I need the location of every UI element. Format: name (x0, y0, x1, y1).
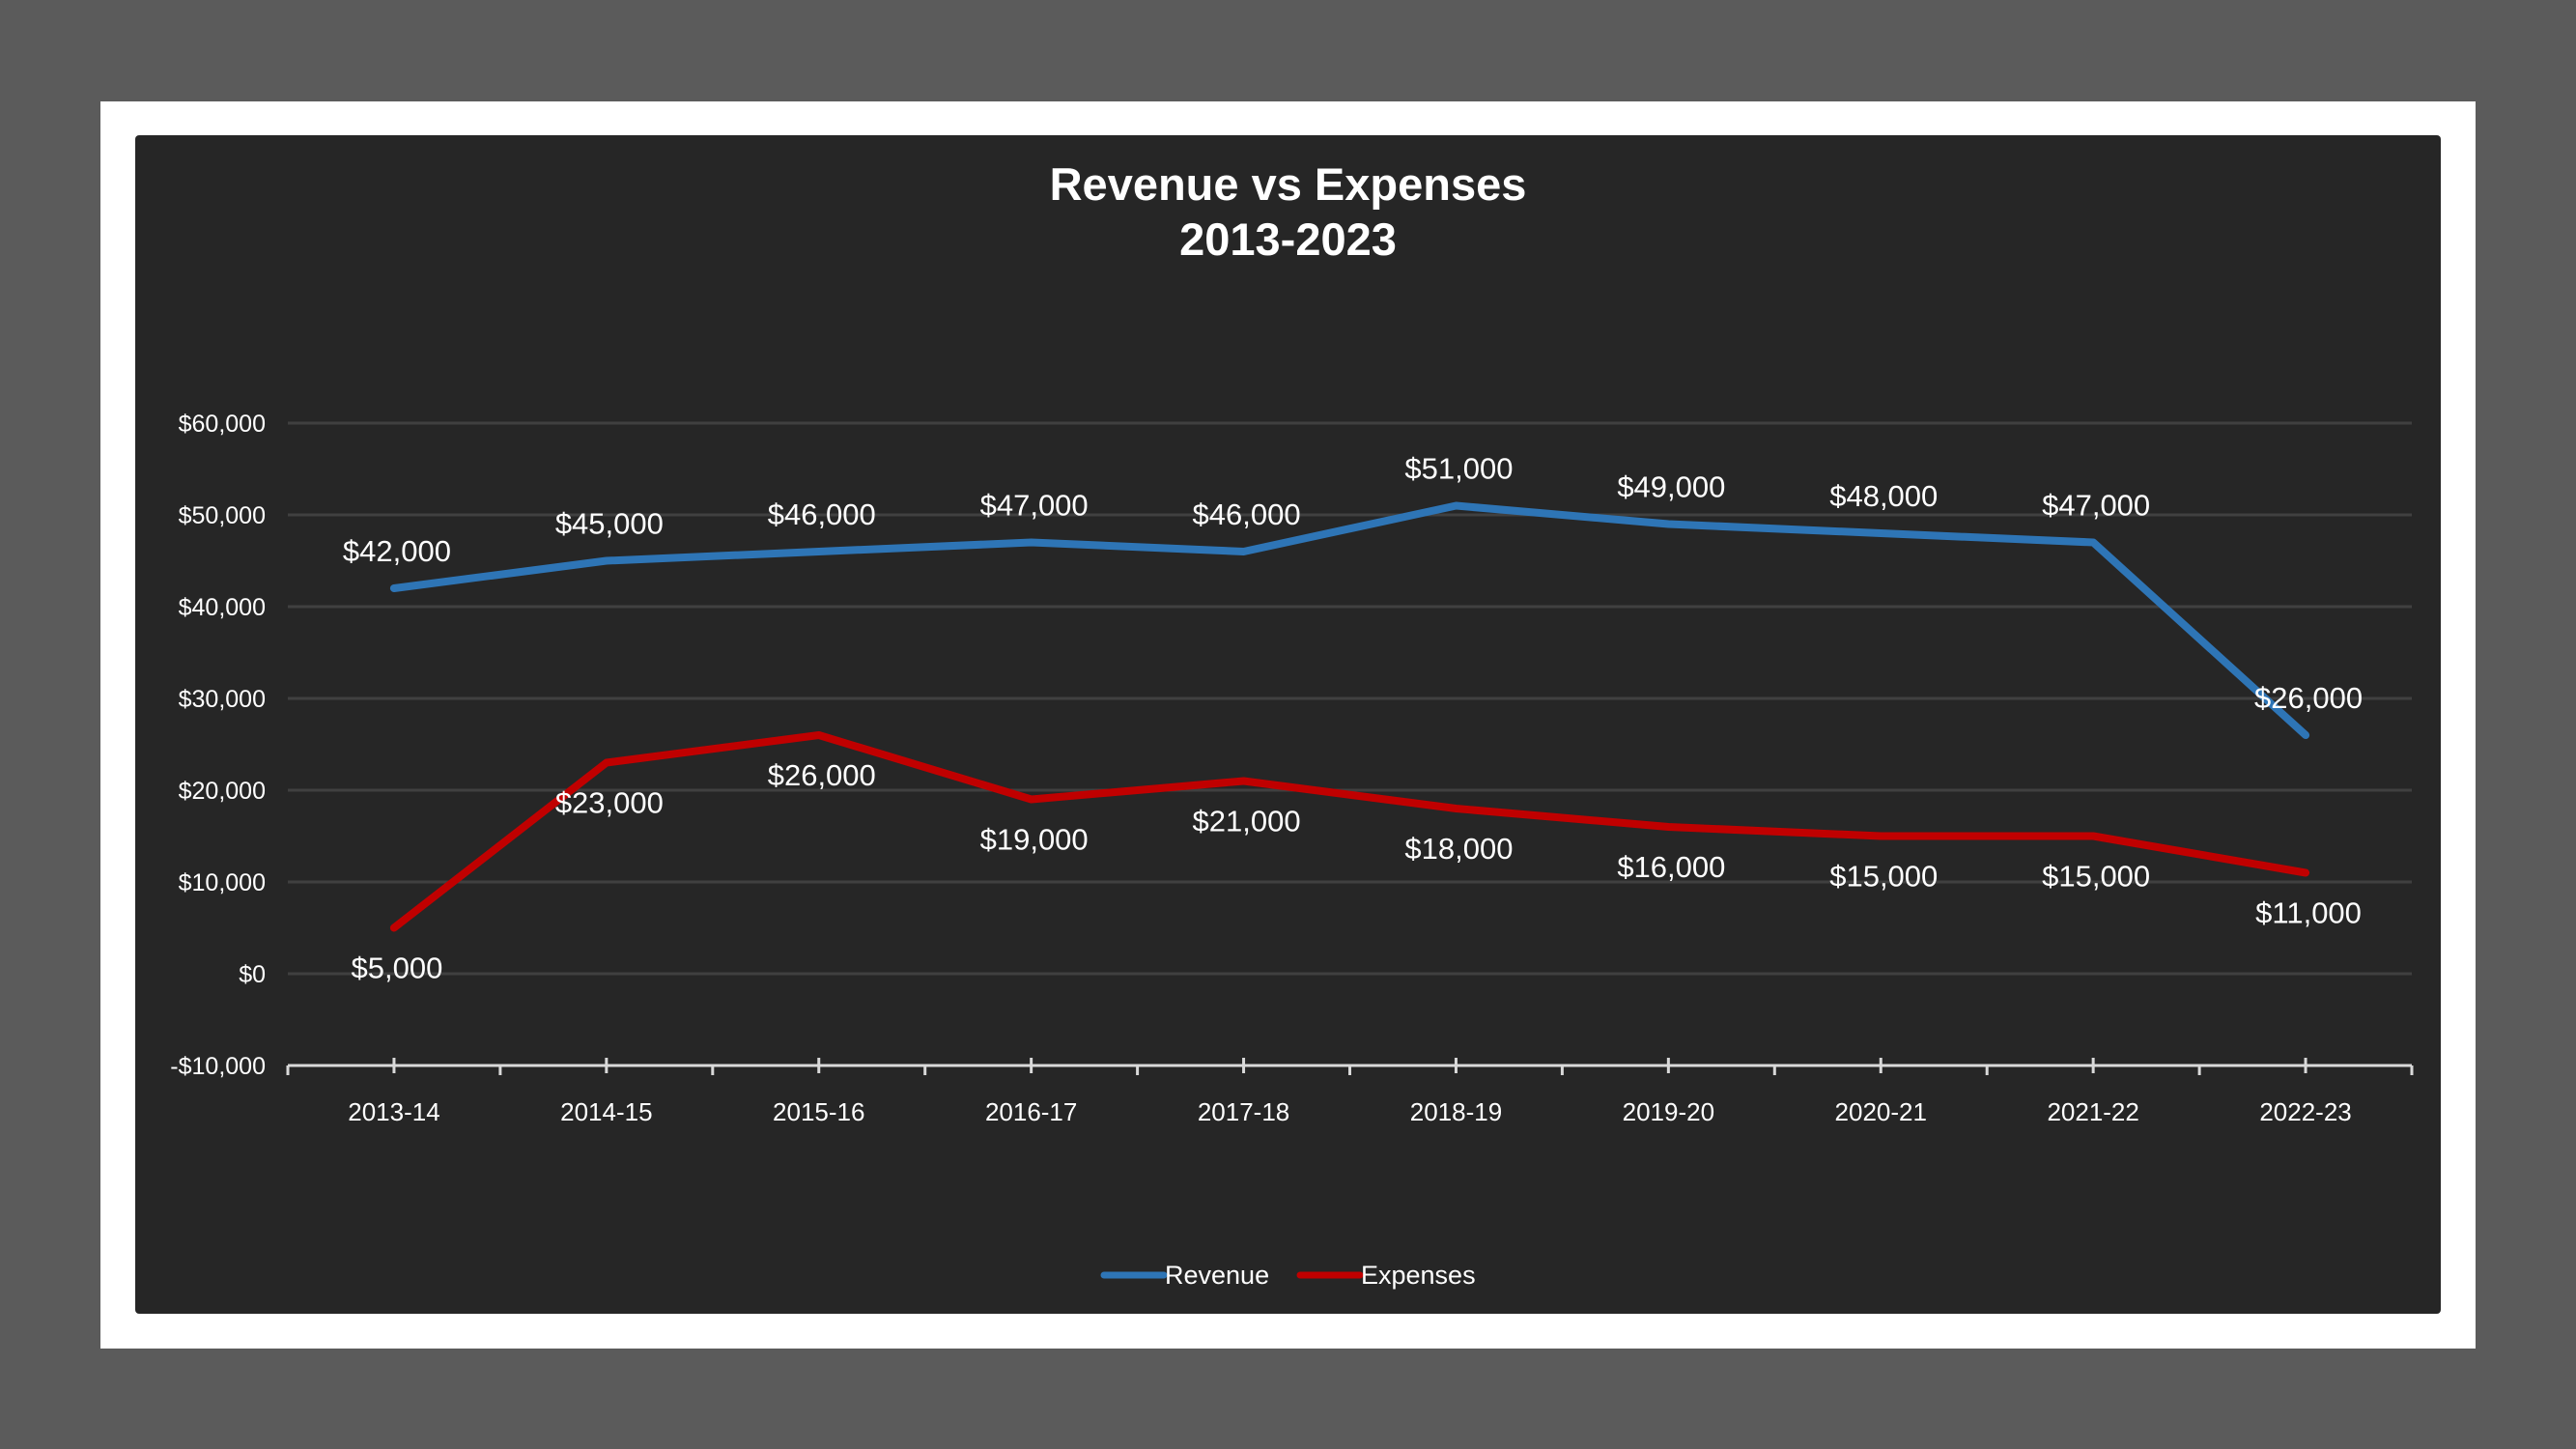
x-tick-label: 2019-20 (1623, 1097, 1714, 1126)
y-tick-label: $50,000 (179, 502, 266, 529)
y-tick-label: $30,000 (179, 686, 266, 713)
data-label-revenue: $51,000 (1404, 452, 1513, 486)
x-tick-label: 2015-16 (773, 1097, 864, 1126)
data-label-expenses: $16,000 (1617, 850, 1725, 884)
chart-subtitle: 2013-2023 (1179, 213, 1397, 265)
chart-area (135, 135, 2441, 1314)
data-label-revenue: $46,000 (1193, 497, 1301, 531)
x-tick-label: 2014-15 (560, 1097, 652, 1126)
data-label-revenue: $47,000 (980, 489, 1089, 523)
data-label-expenses: $11,000 (2255, 896, 2362, 930)
data-label-revenue: $26,000 (2254, 681, 2363, 715)
x-tick-label: 2017-18 (1198, 1097, 1289, 1126)
x-tick-label: 2016-17 (985, 1097, 1077, 1126)
data-label-expenses: $18,000 (1404, 832, 1513, 866)
chart-title: Revenue vs Expenses (1049, 158, 1527, 210)
y-tick-label: $10,000 (179, 869, 266, 896)
x-tick-label: 2020-21 (1835, 1097, 1927, 1126)
y-tick-label: -$10,000 (170, 1053, 266, 1080)
x-tick-label: 2021-22 (2047, 1097, 2138, 1126)
data-label-revenue: $42,000 (343, 534, 451, 568)
x-tick-label: 2018-19 (1410, 1097, 1502, 1126)
x-tick-label: 2013-14 (348, 1097, 439, 1126)
x-tick-label: 2022-23 (2259, 1097, 2351, 1126)
data-label-revenue: $45,000 (555, 507, 664, 541)
data-label-expenses: $15,000 (1829, 860, 1938, 894)
series-line-expenses (389, 731, 2310, 932)
data-labels: $42,000 $45,000 $46,000 $47,000 $46,000 $51,0… (343, 452, 2363, 985)
legend-label-expenses: Expenses (1361, 1261, 1476, 1290)
y-tick-label: $40,000 (179, 594, 266, 621)
data-label-expenses: $21,000 (1193, 805, 1301, 838)
series-line-revenue (389, 501, 2310, 739)
y-tick-label: $60,000 (179, 411, 266, 438)
data-label-expenses: $15,000 (2042, 860, 2150, 894)
axes: -$10,000 $0 $10,000 $20,000 $30,000 $40,000 $5… (170, 411, 2414, 1126)
data-label-revenue: $46,000 (768, 497, 876, 531)
chart-title-block: Revenue vs Expenses 2013-2023 (135, 156, 2441, 267)
gridlines (288, 421, 2412, 976)
data-label-expenses: $23,000 (555, 786, 664, 820)
data-label-revenue: $48,000 (1829, 479, 1938, 513)
data-label-expenses: $5,000 (352, 952, 443, 985)
series-lines (389, 501, 2310, 932)
y-tick-label: $20,000 (179, 778, 266, 805)
data-label-revenue: $47,000 (2042, 489, 2150, 523)
data-label-expenses: $26,000 (768, 758, 876, 792)
y-tick-label: $0 (239, 961, 266, 988)
legend: Revenue Expenses (1100, 1261, 1476, 1290)
data-label-revenue: $49,000 (1617, 470, 1725, 504)
legend-label-revenue: Revenue (1165, 1261, 1269, 1290)
data-label-expenses: $19,000 (980, 823, 1089, 857)
